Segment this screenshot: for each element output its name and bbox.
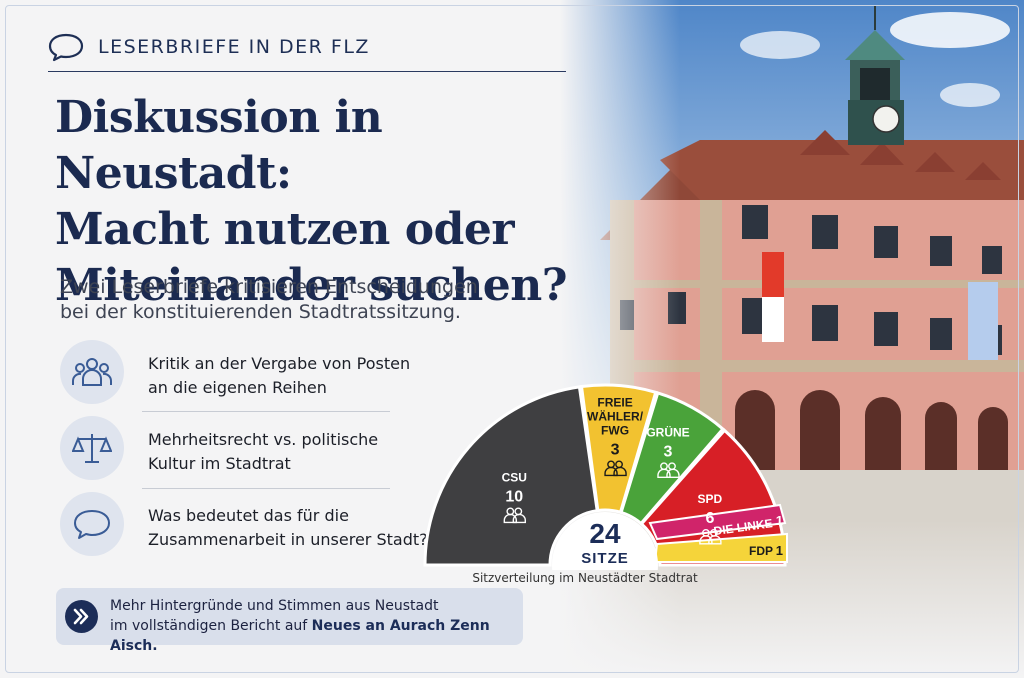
bullet-line: an die eigenen Reihen <box>148 378 327 397</box>
slice-value: 6 <box>705 510 714 527</box>
speech-bubble-icon <box>48 33 84 62</box>
kicker-divider <box>48 71 566 72</box>
slice-label: WÄHLER/ <box>587 408 644 423</box>
read-more-callout[interactable]: Mehr Hintergründe und Stimmen aus Neusta… <box>56 588 523 654</box>
people-icon <box>657 462 680 478</box>
subheadline-line: Zwei Leserbriefe kritisieren Entscheidun… <box>60 276 478 298</box>
people-icon <box>699 528 722 545</box>
bullet-text: Was bedeutet das für die Zusammenarbeit … <box>148 504 438 552</box>
callout-text: Mehr Hintergründe und Stimmen aus Neusta… <box>110 596 520 656</box>
bullet-icon-circle <box>60 492 124 556</box>
bullet-line: Mehrheitsrecht vs. politische <box>148 430 379 449</box>
slice-label: GRÜNE <box>646 424 689 439</box>
slice-value: 3 <box>611 441 620 458</box>
bullet-line: Was bedeutet das für die <box>148 506 349 525</box>
bullet-item-cooperation: Was bedeutet das für die Zusammenarbeit … <box>60 492 428 556</box>
source-link[interactable]: Neues an Aurach Zenn Aisch. <box>110 618 490 654</box>
kicker: LESERBRIEFE IN DER FLZ <box>48 32 370 62</box>
subheadline: Zwei Leserbriefe kritisieren Entscheidun… <box>60 275 520 325</box>
bullet-divider <box>142 411 390 412</box>
total-seats-disk <box>552 512 658 570</box>
callout-prefix: im vollständigen Bericht auf <box>110 618 312 634</box>
slice-value: 1 <box>776 513 783 528</box>
chart-caption: Sitzverteilung im Neustädter Stadtrat <box>472 571 698 585</box>
slice-label: CSU <box>502 470 527 484</box>
callout-line: im vollständigen Bericht auf Neues an Au… <box>110 616 520 656</box>
group-icon <box>71 358 113 386</box>
headline-line: Macht nutzen oder <box>55 204 515 255</box>
seat-slice <box>423 385 599 567</box>
bullet-item-majority: Mehrheitsrecht vs. politische Kultur im … <box>60 416 378 480</box>
bullet-icon-circle <box>60 340 124 404</box>
bullet-line: Kritik an der Vergabe von Posten <box>148 354 411 373</box>
page-title: Diskussion in Neustadt: Macht nutzen ode… <box>55 90 615 314</box>
bullet-icon-circle <box>60 416 124 480</box>
total-seats-unit: SITZE <box>581 550 629 567</box>
slice-label: SPD <box>698 492 723 506</box>
people-icon <box>604 460 627 477</box>
people-icon <box>503 507 527 524</box>
double-chevron-icon[interactable] <box>65 600 98 633</box>
bullet-text: Kritik an der Vergabe von Posten an die … <box>148 352 438 400</box>
slice-value: 3 <box>664 443 673 460</box>
bullet-item-posts: Kritik an der Vergabe von Posten an die … <box>60 340 410 404</box>
bullet-divider <box>142 488 390 489</box>
headline-line: Diskussion in Neustadt: <box>55 92 383 199</box>
speech-bubble-icon <box>74 510 110 539</box>
headline-line: Miteinander suchen? <box>55 260 568 311</box>
bullet-line: Zusammenarbeit in unserer Stadt? <box>148 530 428 549</box>
total-seats-value: 24 <box>589 518 621 549</box>
subheadline-line: bei der konstituierenden Stadtratssitzun… <box>60 301 461 323</box>
bullet-text: Mehrheitsrecht vs. politische Kultur im … <box>148 428 438 476</box>
scales-icon <box>72 434 112 463</box>
seat-slice <box>619 391 725 526</box>
slice-value: 10 <box>505 488 523 505</box>
seat-slice <box>648 503 787 541</box>
kicker-label: LESERBRIEFE IN DER FLZ <box>98 36 370 58</box>
bullet-line: Kultur im Stadtrat <box>148 454 291 473</box>
slice-value: 1 <box>776 543 783 558</box>
callout-line: Mehr Hintergründe und Stimmen aus Neusta… <box>110 598 439 614</box>
seat-slice <box>579 383 658 515</box>
slice-label: FDP <box>749 544 773 558</box>
slice-label: FWG <box>601 423 629 437</box>
slice-label: FREIE <box>597 395 632 409</box>
